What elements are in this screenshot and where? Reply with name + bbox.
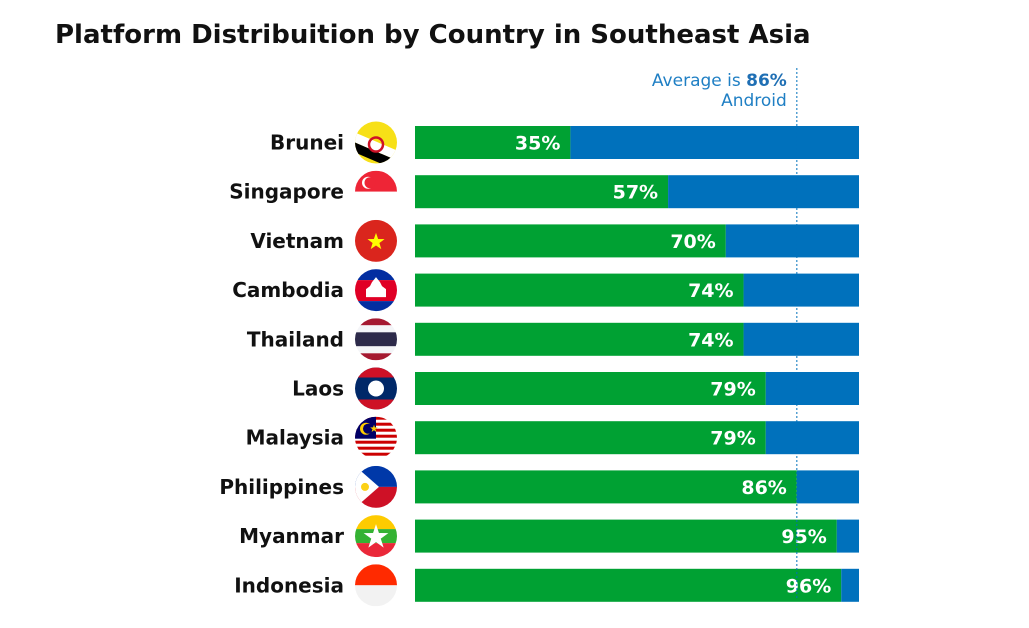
brunei-flag-icon <box>355 121 397 164</box>
category-label: Vietnam <box>250 229 344 253</box>
value-label: 79% <box>710 379 755 401</box>
android-bar <box>415 421 766 455</box>
philippines-flag-icon <box>355 465 397 508</box>
value-label: 96% <box>786 575 831 597</box>
category-label: Malaysia <box>246 426 344 450</box>
ios-bar <box>570 126 859 159</box>
category-label: Cambodia <box>232 278 344 302</box>
android-bar <box>415 568 842 602</box>
average-annotation-line2: Android <box>721 91 787 111</box>
average-annotation-line1: Average is 86% <box>652 71 787 91</box>
android-bar <box>415 372 766 405</box>
category-label: Myanmar <box>239 524 344 548</box>
category-label: Philippines <box>219 475 344 499</box>
ios-bar <box>743 273 859 307</box>
category-label: Indonesia <box>234 573 344 597</box>
android-bar <box>415 322 744 356</box>
indonesia-flag-icon <box>355 564 397 607</box>
vietnam-flag-icon <box>355 219 397 262</box>
singapore-flag-icon <box>355 170 397 213</box>
value-label: 86% <box>741 477 786 499</box>
android-bar <box>415 519 837 553</box>
category-label: Brunei <box>270 131 344 155</box>
ios-bar <box>725 224 859 258</box>
ios-bar <box>836 519 859 553</box>
value-label: 74% <box>688 280 733 302</box>
ios-bar <box>796 470 859 504</box>
category-label: Laos <box>292 377 344 401</box>
android-bar <box>415 126 571 159</box>
android-bar <box>415 224 726 258</box>
bars-group: 35% 57% 70% 74% 74% 79% 79% 86% 95% 96% <box>415 126 859 602</box>
ios-bar <box>743 322 859 356</box>
laos-flag-icon <box>355 367 397 410</box>
android-bar <box>415 175 669 209</box>
android-bar <box>415 470 797 504</box>
ios-bar <box>765 372 859 405</box>
value-label: 57% <box>613 182 658 204</box>
chart-title: Platform Distribuition by Country in Sou… <box>55 20 811 50</box>
android-bar <box>415 273 744 307</box>
cambodia-flag-icon <box>355 269 397 312</box>
value-label: 35% <box>515 133 560 155</box>
malaysia-flag-icon <box>355 416 397 459</box>
myanmar-flag-icon <box>355 515 397 558</box>
average-annotation-prefix: Average is <box>652 71 746 91</box>
ios-bar <box>765 421 859 455</box>
value-label: 95% <box>781 526 826 548</box>
category-label: Thailand <box>247 327 344 351</box>
value-label: 70% <box>670 231 715 253</box>
value-label: 79% <box>710 428 755 450</box>
flags-group <box>355 121 397 607</box>
category-labels-group: Brunei Singapore Vietnam Cambodia Thailand La… <box>219 131 344 598</box>
ios-bar <box>668 175 859 209</box>
thailand-flag-icon <box>355 318 397 361</box>
value-label: 74% <box>688 329 733 351</box>
average-annotation-value: 86% <box>746 71 787 91</box>
category-label: Singapore <box>229 180 344 204</box>
ios-bar <box>841 568 859 602</box>
